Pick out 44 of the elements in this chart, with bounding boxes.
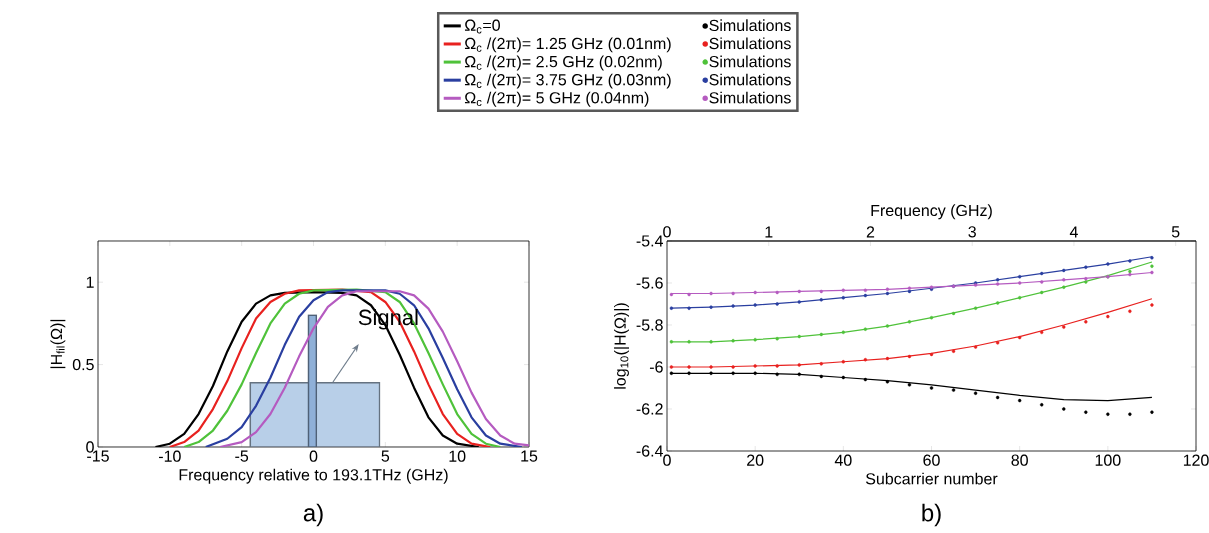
x-tick-label: 100 [1095, 454, 1121, 466]
y-tick-label: -6.4 [636, 445, 663, 457]
x-tick-label: -10 [158, 450, 181, 462]
text: b) [922, 503, 941, 527]
y-tick-label: -5.6 [636, 277, 663, 289]
legend-label: Ω$_{c}$ /(2π)= 1.25 GHz (0.01nm) [464, 37, 671, 53]
x2-tick-label: 1 [765, 226, 773, 238]
y-tick-label: 0.5 [72, 358, 94, 371]
x-tick-label: 20 [747, 454, 764, 466]
x-tick-label: 80 [1011, 454, 1028, 466]
x2-tick-label: 0 [663, 226, 671, 238]
y-tick-label: -6.2 [636, 403, 663, 415]
legend-label: Simulations [709, 73, 791, 86]
legend-label: Simulations [709, 37, 791, 50]
x2-tick-label: 4 [1069, 226, 1078, 238]
x-tick-label: 0 [309, 450, 318, 462]
legend-label: Ω$_{c}$ /(2π)= 3.75 GHz (0.03nm) [464, 73, 671, 89]
y-axis-title: log$_{10}$(|H(Ω)|) [614, 303, 630, 389]
x-tick-label: 40 [834, 454, 852, 466]
x-tick-label: 0 [663, 454, 671, 466]
legend-label: Simulations [709, 91, 791, 104]
text: a) [303, 503, 323, 527]
legend-label: Ω$_{c}$ /(2π)= 2.5 GHz (0.02nm) [464, 55, 662, 71]
x-axis-title: Subcarrier number [865, 472, 998, 485]
y-tick-label: 1 [86, 276, 94, 288]
x-axis-title: Frequency relative to 193.1THz (GHz) [179, 468, 448, 484]
legend-label: Simulations [709, 55, 791, 68]
x-tick-label: 5 [381, 450, 390, 462]
x-tick-label: 15 [521, 450, 538, 462]
x-tick-label: -5 [235, 450, 249, 462]
y-axis-title: |H$_{fil}$(Ω)| [50, 319, 66, 369]
y-tick-label: -5.4 [636, 235, 663, 247]
x-tick-label: 10 [449, 450, 466, 462]
legend-label: Ω$_{c}$=0 [464, 19, 500, 34]
y-tick-label: -5.8 [636, 319, 663, 331]
y-tick-label: -6 [649, 361, 663, 373]
x-tick-label: 60 [923, 454, 940, 466]
x2-tick-label: 2 [866, 226, 875, 238]
legend-label: Simulations [709, 19, 791, 32]
legend-label: Ω$_{c}$ /(2π)= 5 GHz (0.04nm) [464, 91, 649, 107]
x2-tick-label: 3 [968, 226, 976, 238]
x-tick-label: 120 [1183, 454, 1209, 466]
x2-axis-title: Frequency (GHz) [871, 204, 992, 220]
x2-tick-label: 5 [1171, 226, 1180, 238]
